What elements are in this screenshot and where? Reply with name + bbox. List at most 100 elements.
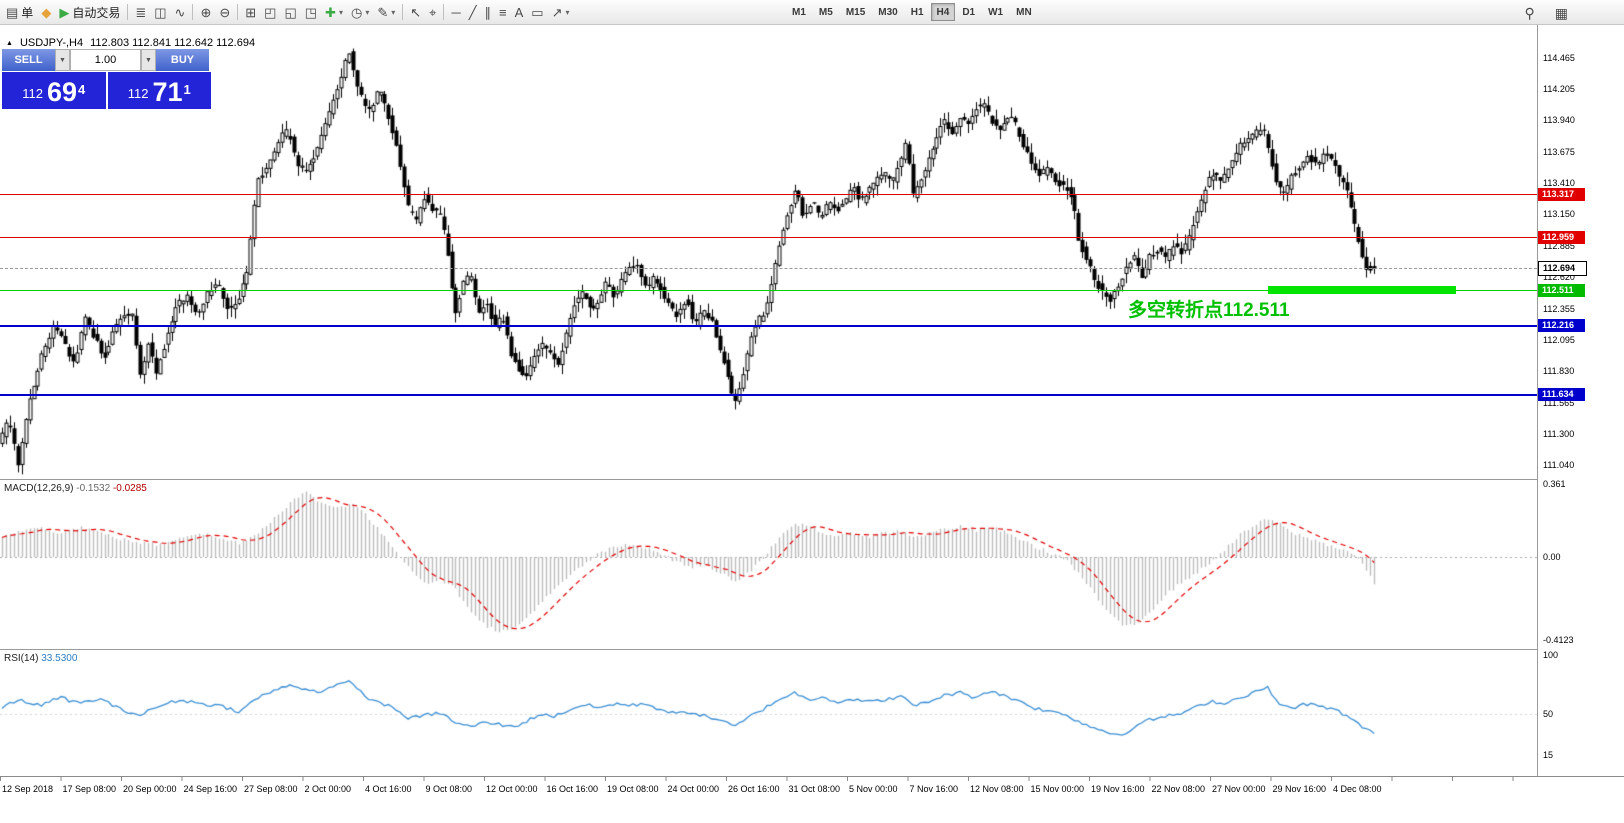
cursor-button[interactable]: ↖ bbox=[406, 2, 425, 23]
time-axis-label: 20 Sep 00:00 bbox=[123, 784, 177, 794]
time-axis-label: 2 Oct 00:00 bbox=[304, 784, 352, 794]
fibonacci-button[interactable]: ≡ bbox=[495, 2, 511, 23]
buy-button[interactable]: BUY bbox=[156, 49, 209, 71]
crosshair-icon: ⌖ bbox=[429, 4, 437, 20]
ohlc-values: 112.803 112.841 112.642 112.694 bbox=[90, 37, 256, 49]
line-chart-button[interactable]: ∿ bbox=[171, 2, 190, 23]
volume-dropdown-button[interactable]: ▼ bbox=[141, 49, 156, 71]
price-chart-canvas[interactable] bbox=[0, 25, 1537, 479]
volume-input[interactable] bbox=[70, 49, 141, 71]
panel-separator[interactable] bbox=[0, 649, 1624, 650]
cascade-windows-button[interactable]: ◰ bbox=[260, 2, 280, 23]
time-axis-label: 4 Oct 16:00 bbox=[365, 784, 412, 794]
tile-windows-button[interactable]: ⊞ bbox=[241, 2, 260, 23]
profiles-button[interactable]: ◷ ▾ bbox=[347, 2, 373, 23]
price-scale[interactable]: 114.465 114.205 113.940 113.675 113.410 113.1… bbox=[1537, 25, 1624, 776]
resistance-line-2-tag: 112.959 bbox=[1538, 231, 1585, 244]
time-axis-label: 31 Oct 08:00 bbox=[788, 784, 841, 794]
rsi-indicator-canvas[interactable] bbox=[0, 650, 1537, 776]
resistance-line-2[interactable] bbox=[0, 237, 1537, 238]
timeframe-h4-button[interactable]: H4 bbox=[930, 3, 956, 21]
bar-chart-button[interactable]: ≣ bbox=[131, 2, 150, 23]
current-price-line[interactable] bbox=[0, 268, 1537, 269]
tile-vertical-button[interactable]: ◳ bbox=[301, 2, 321, 23]
chevron-down-icon: ▾ bbox=[365, 7, 370, 17]
resistance-line-1[interactable] bbox=[0, 194, 1537, 195]
volume-down-button[interactable]: ▼ bbox=[55, 49, 70, 71]
trade-panel-prices: 112 69 4 112 71 1 bbox=[2, 72, 211, 109]
timeframe-m30-button[interactable]: M30 bbox=[878, 6, 898, 18]
timeframe-mn-button[interactable]: MN bbox=[1016, 6, 1032, 18]
sell-price-box[interactable]: 112 69 4 bbox=[2, 72, 106, 109]
rsi-label: RSI(14) 33.5300 bbox=[4, 653, 77, 664]
price-scale-label: 111.300 bbox=[1543, 429, 1575, 439]
time-axis-label: 24 Sep 16:00 bbox=[183, 784, 238, 794]
sell-price-prefix: 112 bbox=[22, 86, 43, 101]
panel-separator[interactable] bbox=[0, 479, 1624, 480]
macd-value-1: -0.1532 bbox=[76, 483, 111, 494]
chart-icon: ▲ bbox=[6, 39, 13, 47]
price-scale-label: 112.620 bbox=[1543, 272, 1575, 283]
time-axis-label: 5 Nov 00:00 bbox=[849, 784, 898, 794]
timeframe-m15-button[interactable]: M15 bbox=[845, 6, 866, 18]
horizontal-line-button[interactable]: ─ bbox=[447, 2, 464, 23]
sell-button[interactable]: SELL bbox=[2, 49, 55, 71]
buy-price-sup: 1 bbox=[183, 82, 191, 97]
toolbar-left-group: ▤ 单 ◆ ▶ 自动交易 ≣ ◫ ∿ ⊕ ⊖ ⊞ ◰ ◱ ◳ ✚ ▾ ◷ ▾ ✎ ▾ ↖ ⌖ ─ ╱ ∥ ≡ A ▭ ↗ ▾ bbox=[2, 0, 574, 24]
data-window-button[interactable]: ▦ bbox=[1551, 2, 1572, 23]
support-line-1[interactable] bbox=[0, 325, 1537, 327]
candlestick-chart-button[interactable]: ◫ bbox=[150, 2, 170, 23]
chevron-down-icon: ▾ bbox=[565, 7, 570, 17]
support-line-2[interactable] bbox=[0, 394, 1537, 396]
fibonacci-icon: ≡ bbox=[499, 4, 507, 20]
zoom-in-button[interactable]: ⊕ bbox=[196, 2, 215, 23]
template-button[interactable]: ✎ ▾ bbox=[373, 2, 399, 23]
equidistant-channel-button[interactable]: ∥ bbox=[481, 2, 496, 23]
favorites-button[interactable]: ◆ bbox=[37, 2, 55, 23]
text-icon: A bbox=[514, 4, 524, 20]
chevron-down-icon: ▾ bbox=[391, 7, 396, 17]
new-chart-button[interactable]: ✚ ▾ bbox=[321, 2, 347, 23]
macd-name: MACD(12,26,9) bbox=[4, 483, 74, 494]
trade-panel-controls: SELL ▼ ▼ BUY bbox=[2, 49, 211, 71]
zoom-out-button[interactable]: ⊖ bbox=[215, 2, 234, 23]
timeframe-h1-button[interactable]: H1 bbox=[910, 6, 924, 18]
bar-chart-icon: ≣ bbox=[135, 4, 147, 20]
timeframe-d1-button[interactable]: D1 bbox=[962, 6, 976, 18]
new-chart-icon: ✚ bbox=[325, 4, 336, 20]
label-button[interactable]: ▭ bbox=[527, 2, 547, 23]
sell-price-big: 69 bbox=[46, 77, 78, 107]
trendline-button[interactable]: ╱ bbox=[465, 2, 481, 23]
timeframe-m5-button[interactable]: M5 bbox=[818, 6, 833, 18]
crosshair-button[interactable]: ⌖ bbox=[425, 2, 440, 23]
pivot-highlight-bar[interactable] bbox=[1268, 286, 1456, 294]
text-button[interactable]: A bbox=[511, 2, 528, 23]
pivot-line-tag: 112.511 bbox=[1538, 284, 1585, 297]
time-axis-ticks bbox=[0, 777, 1537, 781]
rsi-scale-label: 100 bbox=[1543, 650, 1559, 660]
price-scale-label: 114.465 bbox=[1543, 53, 1575, 63]
tile-horizontal-button[interactable]: ◱ bbox=[280, 2, 300, 23]
price-levels-layer bbox=[0, 25, 1537, 479]
zoom-out-icon: ⊖ bbox=[219, 4, 231, 20]
time-axis-label: 7 Nov 16:00 bbox=[909, 784, 959, 794]
tile-horizontal-icon: ◱ bbox=[284, 4, 297, 20]
time-axis[interactable]: 12 Sep 2018 17 Sep 08:00 20 Sep 00:00 24 Se… bbox=[0, 776, 1624, 823]
search-icon: ⚲ bbox=[1524, 4, 1535, 21]
pivot-line[interactable] bbox=[0, 290, 1537, 291]
timeframe-m1-button[interactable]: M1 bbox=[792, 6, 806, 18]
new-order-icon: ▤ bbox=[6, 4, 19, 20]
chevron-down-icon: ▾ bbox=[338, 7, 343, 17]
buy-price-big: 71 bbox=[152, 77, 183, 107]
arrows-button[interactable]: ↗ ▾ bbox=[548, 2, 574, 23]
autotrading-button[interactable]: ▶ 自动交易 bbox=[55, 2, 124, 23]
macd-indicator-canvas[interactable] bbox=[0, 480, 1537, 649]
timeframe-w1-button[interactable]: W1 bbox=[988, 6, 1004, 18]
price-scale-label: 113.410 bbox=[1543, 178, 1575, 189]
search-button[interactable]: ⚲ bbox=[1521, 2, 1539, 23]
price-scale-label: 111.565 bbox=[1543, 397, 1575, 408]
buy-price-box[interactable]: 112 71 1 bbox=[107, 72, 211, 109]
new-order-button[interactable]: ▤ 单 bbox=[2, 2, 37, 23]
